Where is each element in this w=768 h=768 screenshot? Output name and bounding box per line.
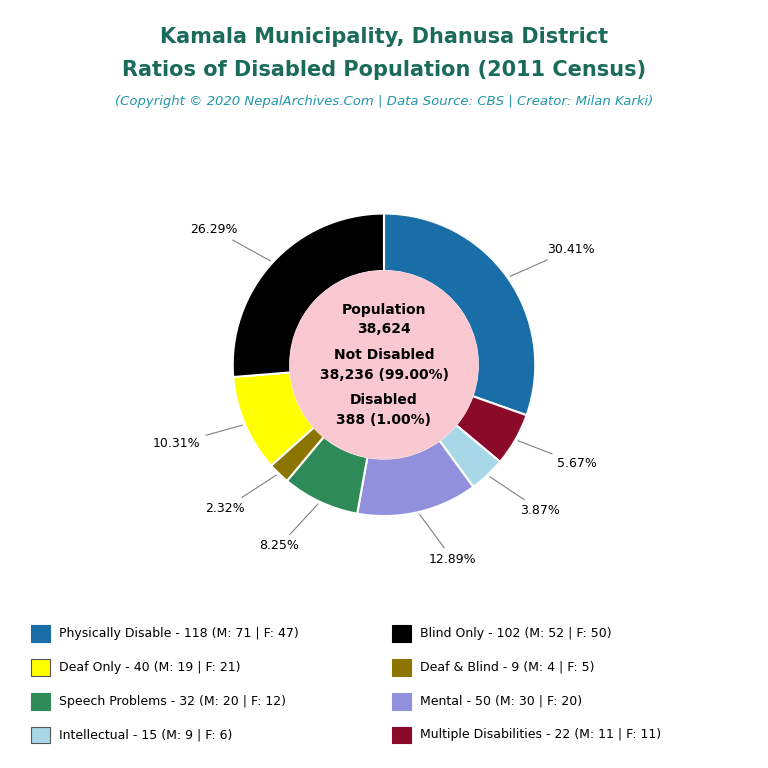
Text: 10.31%: 10.31% xyxy=(153,425,242,450)
Text: 12.89%: 12.89% xyxy=(419,515,476,566)
Text: 30.41%: 30.41% xyxy=(510,243,594,276)
Wedge shape xyxy=(233,214,384,377)
Wedge shape xyxy=(439,425,500,487)
Text: Deaf & Blind - 9 (M: 4 | F: 5): Deaf & Blind - 9 (M: 4 | F: 5) xyxy=(420,661,594,674)
Text: Mental - 50 (M: 30 | F: 20): Mental - 50 (M: 30 | F: 20) xyxy=(420,695,582,707)
Text: Speech Problems - 32 (M: 20 | F: 12): Speech Problems - 32 (M: 20 | F: 12) xyxy=(59,695,286,707)
Wedge shape xyxy=(287,437,367,514)
Circle shape xyxy=(290,271,478,458)
Text: 5.67%: 5.67% xyxy=(518,441,598,470)
Text: 2.32%: 2.32% xyxy=(206,475,276,515)
Text: Disabled
388 (1.00%): Disabled 388 (1.00%) xyxy=(336,393,432,427)
Text: Kamala Municipality, Dhanusa District: Kamala Municipality, Dhanusa District xyxy=(160,27,608,47)
Text: Blind Only - 102 (M: 52 | F: 50): Blind Only - 102 (M: 52 | F: 50) xyxy=(420,627,612,640)
Wedge shape xyxy=(357,441,473,516)
Wedge shape xyxy=(384,214,535,415)
Text: Population
38,624: Population 38,624 xyxy=(342,303,426,336)
Text: 3.87%: 3.87% xyxy=(490,477,561,517)
Text: Physically Disable - 118 (M: 71 | F: 47): Physically Disable - 118 (M: 71 | F: 47) xyxy=(59,627,299,640)
Wedge shape xyxy=(456,396,527,462)
Text: Not Disabled
38,236 (99.00%): Not Disabled 38,236 (99.00%) xyxy=(319,348,449,382)
Text: Ratios of Disabled Population (2011 Census): Ratios of Disabled Population (2011 Cens… xyxy=(122,60,646,80)
Wedge shape xyxy=(233,372,314,465)
Text: Intellectual - 15 (M: 9 | F: 6): Intellectual - 15 (M: 9 | F: 6) xyxy=(59,729,233,741)
Text: Multiple Disabilities - 22 (M: 11 | F: 11): Multiple Disabilities - 22 (M: 11 | F: 1… xyxy=(420,729,661,741)
Text: 8.25%: 8.25% xyxy=(260,504,318,552)
Text: (Copyright © 2020 NepalArchives.Com | Data Source: CBS | Creator: Milan Karki): (Copyright © 2020 NepalArchives.Com | Da… xyxy=(115,95,653,108)
Text: Deaf Only - 40 (M: 19 | F: 21): Deaf Only - 40 (M: 19 | F: 21) xyxy=(59,661,240,674)
Text: 26.29%: 26.29% xyxy=(190,223,270,261)
Wedge shape xyxy=(271,427,324,481)
